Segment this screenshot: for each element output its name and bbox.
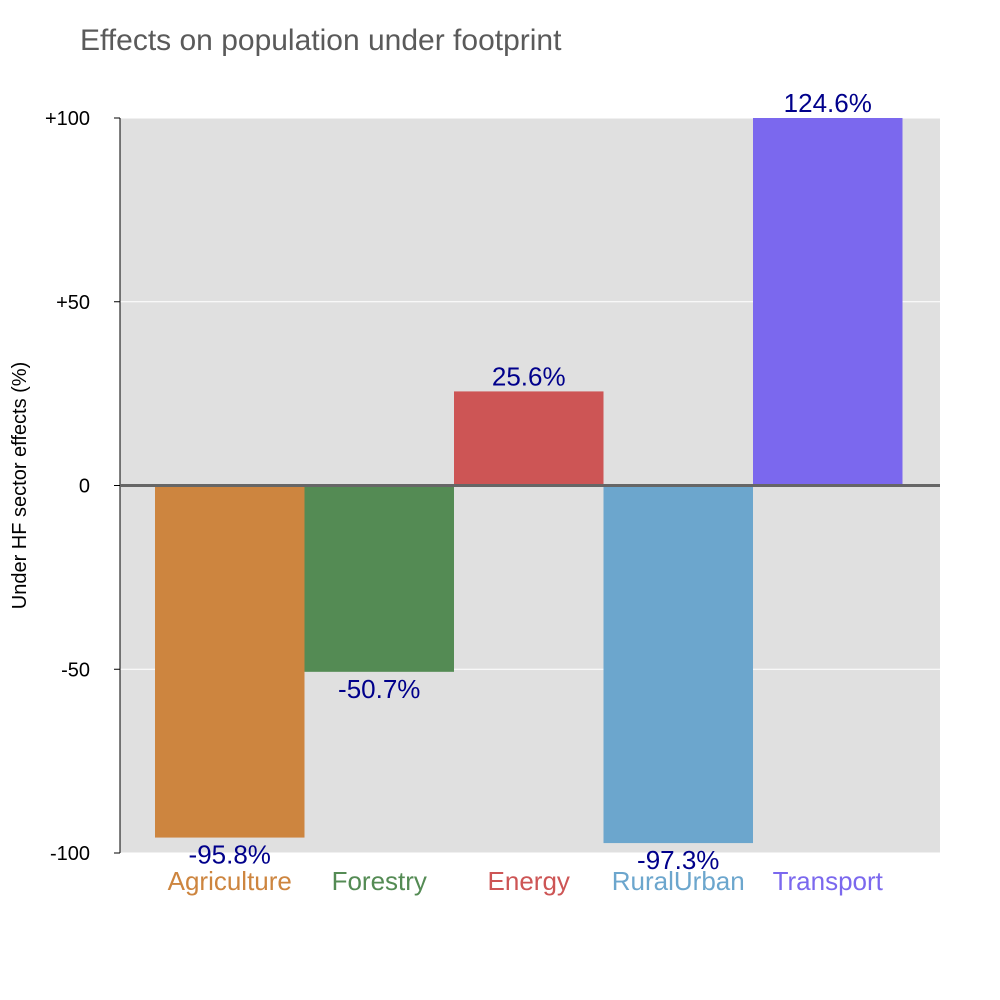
data-label: -50.7% bbox=[338, 674, 420, 704]
bar-energy bbox=[454, 391, 604, 486]
y-tick-label: -100 bbox=[50, 843, 90, 865]
data-label: 124.6% bbox=[784, 88, 872, 118]
data-label: -95.8% bbox=[189, 840, 271, 870]
category-label: Transport bbox=[773, 866, 884, 896]
bar-ruralurban bbox=[603, 485, 753, 844]
data-label: -97.3% bbox=[637, 845, 719, 875]
category-label: Energy bbox=[488, 866, 570, 896]
y-tick-label: -50 bbox=[61, 659, 90, 681]
bar-agriculture bbox=[155, 485, 305, 838]
category-label: Forestry bbox=[332, 866, 427, 896]
data-label: 25.6% bbox=[492, 361, 566, 391]
y-tick-label: +100 bbox=[45, 108, 90, 130]
bar-transport bbox=[753, 118, 903, 486]
y-tick-label: 0 bbox=[79, 476, 90, 498]
y-axis-title: Under HF sector effects (%) bbox=[9, 362, 31, 609]
category-label: RuralUrban bbox=[612, 866, 745, 896]
chart-title: Effects on population under footprint bbox=[80, 24, 562, 57]
category-label: Agriculture bbox=[168, 866, 292, 896]
bar-forestry bbox=[304, 485, 454, 672]
y-tick-label: +50 bbox=[56, 292, 90, 314]
